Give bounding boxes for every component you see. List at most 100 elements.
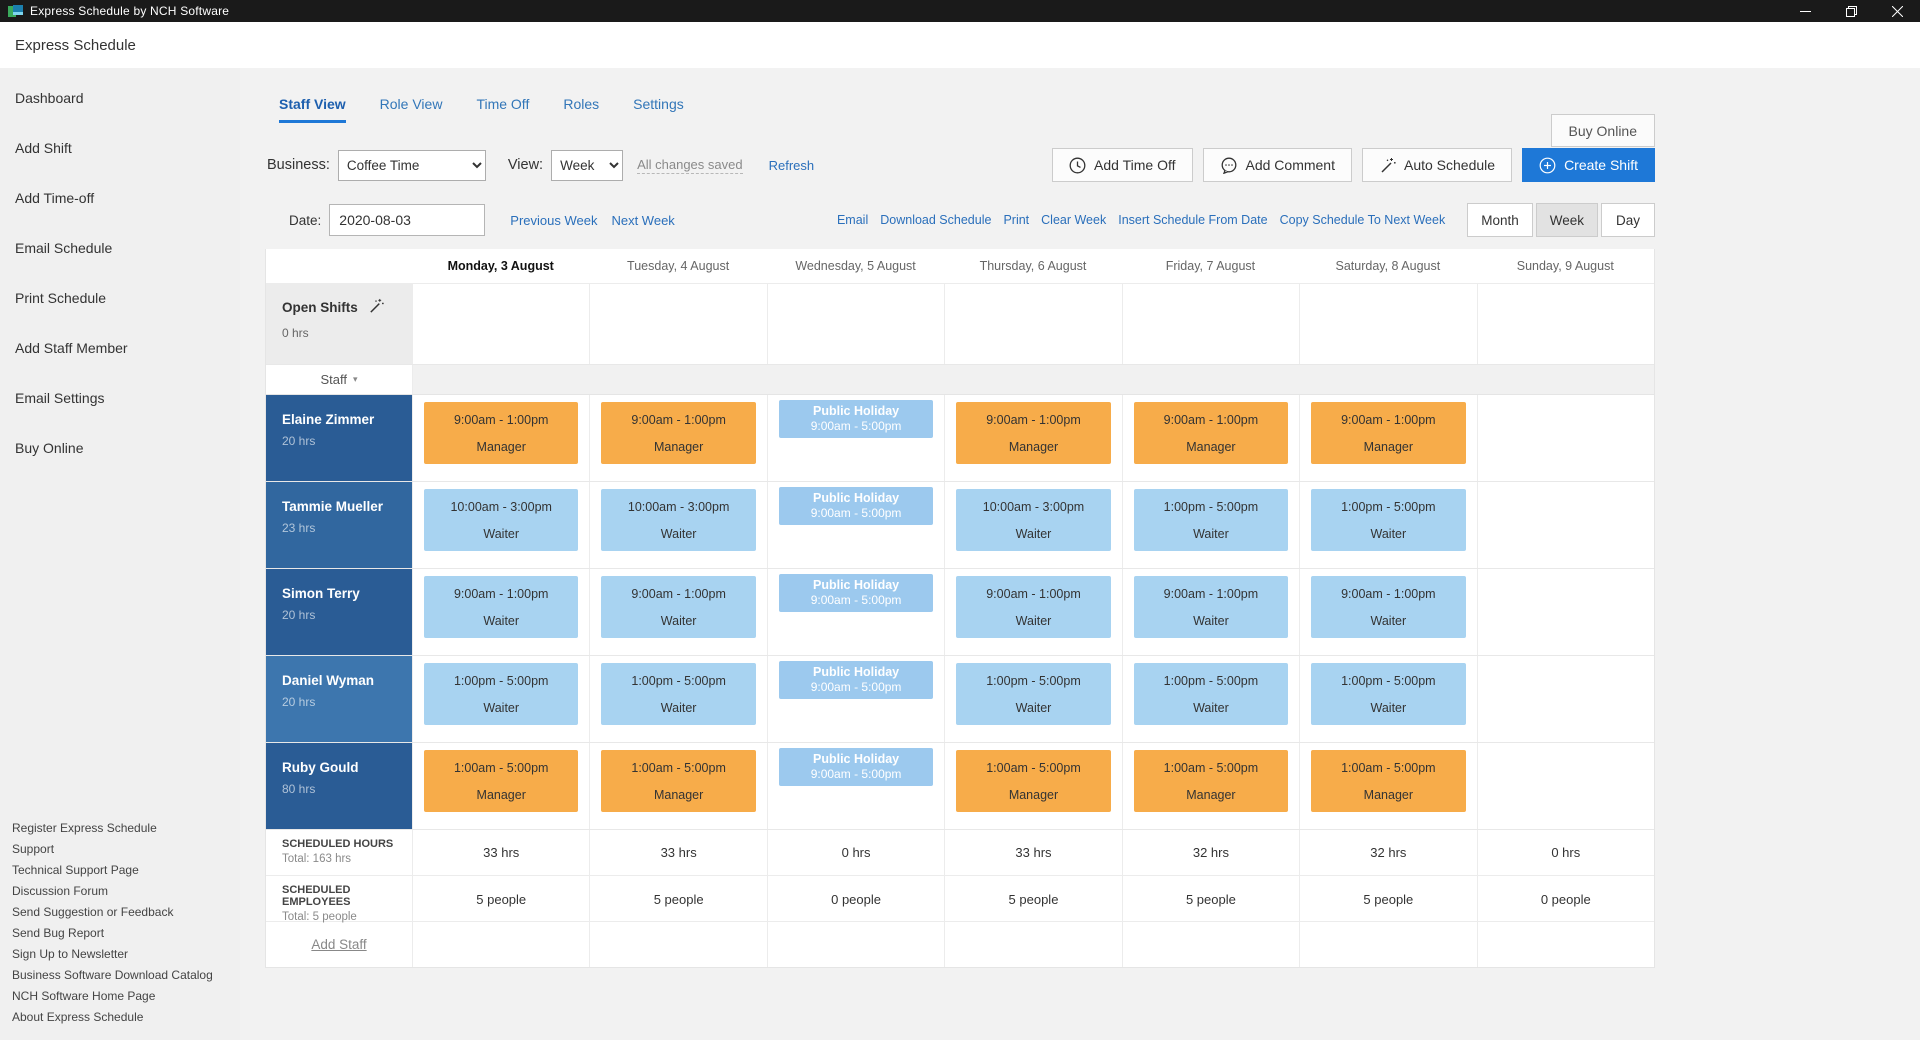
empty-shift-cell[interactable] — [1476, 395, 1654, 481]
sidebar-item-print-schedule[interactable]: Print Schedule — [15, 290, 107, 306]
staff-name-cell[interactable]: Simon Terry 20 hrs — [266, 569, 412, 655]
shift-block[interactable]: 1:00pm - 5:00pm Waiter — [424, 663, 579, 725]
sidebar-footer-link-send-bug-report[interactable]: Send Bug Report — [12, 926, 105, 940]
restore-button[interactable] — [1828, 0, 1874, 22]
shift-block[interactable]: 1:00pm - 5:00pm Waiter — [1311, 663, 1466, 725]
tab-role-view[interactable]: Role View — [379, 96, 443, 112]
shift-block[interactable]: 9:00am - 1:00pm Waiter — [424, 576, 579, 638]
buy-online-button[interactable]: Buy Online — [1550, 114, 1655, 147]
holiday-block[interactable]: Public Holiday 9:00am - 5:00pm — [778, 748, 934, 786]
shift-block[interactable]: 9:00am - 1:00pm Waiter — [1311, 576, 1466, 638]
shift-cell[interactable]: 9:00am - 1:00pm Manager — [944, 395, 1121, 481]
add-comment-button[interactable]: Add Comment — [1202, 148, 1352, 182]
sidebar-item-buy-online[interactable]: Buy Online — [15, 440, 84, 456]
shift-cell[interactable]: 1:00am - 5:00pm Manager — [1299, 743, 1476, 829]
shift-cell[interactable]: Public Holiday 9:00am - 5:00pm — [766, 482, 944, 568]
shift-cell[interactable]: Public Holiday 9:00am - 5:00pm — [766, 656, 944, 742]
business-select[interactable]: Coffee Time — [337, 149, 486, 181]
sidebar-item-add-staff-member[interactable]: Add Staff Member — [15, 340, 128, 356]
shift-block[interactable]: 9:00am - 1:00pm Waiter — [1133, 576, 1289, 638]
tab-settings[interactable]: Settings — [633, 96, 684, 112]
add-staff-link[interactable]: Add Staff — [311, 937, 367, 952]
shift-block[interactable]: 9:00am - 1:00pm Waiter — [601, 576, 756, 638]
view-toggle-month[interactable]: Month — [1467, 203, 1533, 237]
tab-time-off[interactable]: Time Off — [476, 96, 530, 112]
empty-shift-cell[interactable] — [1476, 656, 1654, 742]
open-shift-cell[interactable] — [944, 284, 1121, 364]
staff-name-cell[interactable]: Ruby Gould 80 hrs — [266, 743, 412, 829]
empty-shift-cell[interactable] — [1476, 482, 1654, 568]
shift-cell[interactable]: 1:00pm - 5:00pm Waiter — [1299, 482, 1476, 568]
shift-cell[interactable]: 1:00pm - 5:00pm Waiter — [944, 656, 1121, 742]
shift-cell[interactable]: 9:00am - 1:00pm Manager — [412, 395, 589, 481]
date-input[interactable] — [329, 204, 486, 236]
shift-cell[interactable]: 9:00am - 1:00pm Waiter — [412, 569, 589, 655]
shift-block[interactable]: 9:00am - 1:00pm Manager — [601, 402, 756, 464]
shift-block[interactable]: 10:00am - 3:00pm Waiter — [956, 489, 1111, 551]
open-shift-cell[interactable] — [1476, 284, 1654, 364]
staff-name-cell[interactable]: Tammie Mueller 23 hrs — [266, 482, 412, 568]
shift-cell[interactable]: 10:00am - 3:00pm Waiter — [944, 482, 1121, 568]
holiday-block[interactable]: Public Holiday 9:00am - 5:00pm — [778, 487, 934, 525]
shift-cell[interactable]: Public Holiday 9:00am - 5:00pm — [766, 569, 944, 655]
view-select[interactable]: Week — [551, 149, 624, 181]
shift-cell[interactable]: 9:00am - 1:00pm Manager — [589, 395, 766, 481]
shift-block[interactable]: 10:00am - 3:00pm Waiter — [601, 489, 756, 551]
view-toggle-week[interactable]: Week — [1535, 203, 1598, 237]
shift-block[interactable]: 9:00am - 1:00pm Manager — [1311, 402, 1466, 464]
action-link-copy-schedule-to-next-week[interactable]: Copy Schedule To Next Week — [1279, 213, 1446, 227]
previous-week-link[interactable]: Previous Week — [510, 212, 598, 228]
shift-cell[interactable]: 1:00pm - 5:00pm Waiter — [1121, 482, 1299, 568]
auto-schedule-button[interactable]: Auto Schedule — [1361, 148, 1513, 182]
sidebar-item-add-time-off[interactable]: Add Time-off — [15, 190, 95, 206]
staff-name-cell[interactable]: Elaine Zimmer 20 hrs — [266, 395, 412, 481]
action-link-print[interactable]: Print — [1003, 213, 1030, 227]
shift-cell[interactable]: 1:00am - 5:00pm Manager — [944, 743, 1121, 829]
create-shift-button[interactable]: Create Shift — [1522, 148, 1655, 182]
shift-cell[interactable]: 9:00am - 1:00pm Waiter — [1121, 569, 1299, 655]
shift-cell[interactable]: 9:00am - 1:00pm Manager — [1299, 395, 1476, 481]
shift-block[interactable]: 1:00pm - 5:00pm Waiter — [956, 663, 1111, 725]
sidebar-item-dashboard[interactable]: Dashboard — [15, 90, 84, 106]
holiday-block[interactable]: Public Holiday 9:00am - 5:00pm — [778, 661, 934, 699]
sidebar-item-email-schedule[interactable]: Email Schedule — [15, 240, 113, 256]
sidebar-footer-link-discussion-forum[interactable]: Discussion Forum — [12, 884, 109, 898]
shift-cell[interactable]: Public Holiday 9:00am - 5:00pm — [766, 395, 944, 481]
staff-name-cell[interactable]: Daniel Wyman 20 hrs — [266, 656, 412, 742]
shift-cell[interactable]: 9:00am - 1:00pm Waiter — [1299, 569, 1476, 655]
shift-cell[interactable]: 1:00pm - 5:00pm Waiter — [1299, 656, 1476, 742]
action-link-download-schedule[interactable]: Download Schedule — [880, 213, 992, 227]
shift-cell[interactable]: 1:00pm - 5:00pm Waiter — [412, 656, 589, 742]
minimize-button[interactable] — [1782, 0, 1828, 22]
shift-block[interactable]: 1:00am - 5:00pm Manager — [1133, 750, 1289, 812]
refresh-link[interactable]: Refresh — [768, 157, 815, 173]
holiday-block[interactable]: Public Holiday 9:00am - 5:00pm — [778, 400, 934, 438]
add-time-off-button[interactable]: Add Time Off — [1052, 148, 1193, 182]
shift-block[interactable]: 9:00am - 1:00pm Waiter — [956, 576, 1111, 638]
staff-sort-header[interactable]: Staff ▾ — [266, 365, 412, 394]
shift-cell[interactable]: 9:00am - 1:00pm Waiter — [589, 569, 766, 655]
open-shift-cell[interactable] — [1299, 284, 1476, 364]
shift-cell[interactable]: Public Holiday 9:00am - 5:00pm — [766, 743, 944, 829]
sidebar-footer-link-support[interactable]: Support — [12, 842, 55, 856]
sidebar-footer-link-send-suggestion-or-feedback[interactable]: Send Suggestion or Feedback — [12, 905, 174, 919]
close-button[interactable] — [1874, 0, 1920, 22]
shift-block[interactable]: 1:00pm - 5:00pm Waiter — [1133, 663, 1289, 725]
sidebar-item-email-settings[interactable]: Email Settings — [15, 390, 105, 406]
shift-block[interactable]: 9:00am - 1:00pm Manager — [956, 402, 1111, 464]
action-link-insert-schedule-from-date[interactable]: Insert Schedule From Date — [1118, 213, 1268, 227]
sidebar-footer-link-technical-support-page[interactable]: Technical Support Page — [12, 863, 139, 877]
sidebar-footer-link-register-express-schedule[interactable]: Register Express Schedule — [12, 821, 157, 835]
next-week-link[interactable]: Next Week — [611, 212, 675, 228]
sidebar-footer-link-business-software-download-catalog[interactable]: Business Software Download Catalog — [12, 968, 213, 982]
shift-cell[interactable]: 9:00am - 1:00pm Manager — [1121, 395, 1299, 481]
action-link-clear-week[interactable]: Clear Week — [1041, 213, 1107, 227]
shift-cell[interactable]: 10:00am - 3:00pm Waiter — [412, 482, 589, 568]
sidebar-footer-link-about-express-schedule[interactable]: About Express Schedule — [12, 1010, 144, 1024]
open-shift-cell[interactable] — [1121, 284, 1299, 364]
shift-block[interactable]: 9:00am - 1:00pm Manager — [424, 402, 579, 464]
shift-cell[interactable]: 1:00am - 5:00pm Manager — [412, 743, 589, 829]
shift-block[interactable]: 1:00am - 5:00pm Manager — [601, 750, 756, 812]
magic-wand-icon[interactable] — [368, 298, 384, 317]
shift-block[interactable]: 1:00am - 5:00pm Manager — [1311, 750, 1466, 812]
